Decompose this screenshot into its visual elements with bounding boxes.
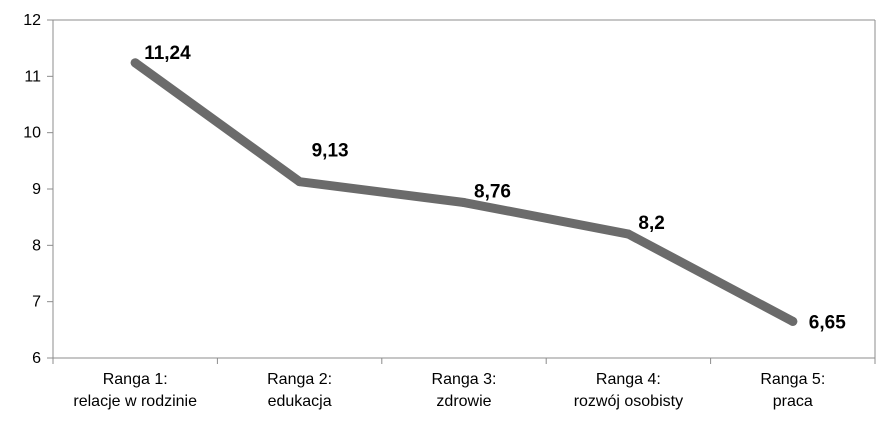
x-tick-label: Ranga 1: relacje w rodzinie <box>73 371 197 410</box>
data-label: 6,65 <box>809 312 846 333</box>
x-tick-label: Ranga 5: praca <box>760 371 825 410</box>
y-tick-label: 11 <box>24 68 41 85</box>
data-point <box>459 198 469 208</box>
data-point <box>623 229 633 239</box>
y-tick-label: 9 <box>32 181 41 198</box>
data-label: 8,76 <box>474 182 511 203</box>
x-tick-label: Ranga 4: rozwój osobisty <box>574 371 683 410</box>
data-labels: 11,24 9,13 8,76 8,2 6,65 <box>144 43 846 334</box>
axes <box>52 19 876 359</box>
x-tick-label: Ranga 2: edukacja <box>267 371 332 410</box>
y-tick-label: 12 <box>23 12 41 29</box>
y-tick-label: 7 <box>32 294 41 311</box>
y-axis-ticks: 6 7 8 9 10 11 12 <box>23 12 53 367</box>
x-tick-label: Ranga 3: zdrowie <box>432 371 497 410</box>
data-point <box>788 316 798 326</box>
series-group <box>130 58 798 326</box>
data-label: 8,2 <box>638 213 664 234</box>
series-line <box>130 58 798 326</box>
y-tick-label: 8 <box>32 237 41 254</box>
x-axis-ticks: Ranga 1: relacje w rodzinie Ranga 2: edukac… <box>52 358 876 410</box>
y-tick-label: 6 <box>32 350 41 367</box>
data-point <box>130 58 140 68</box>
data-point <box>295 177 305 187</box>
data-label: 9,13 <box>312 141 349 162</box>
y-tick-label: 10 <box>23 125 41 142</box>
data-label: 11,24 <box>144 43 191 64</box>
